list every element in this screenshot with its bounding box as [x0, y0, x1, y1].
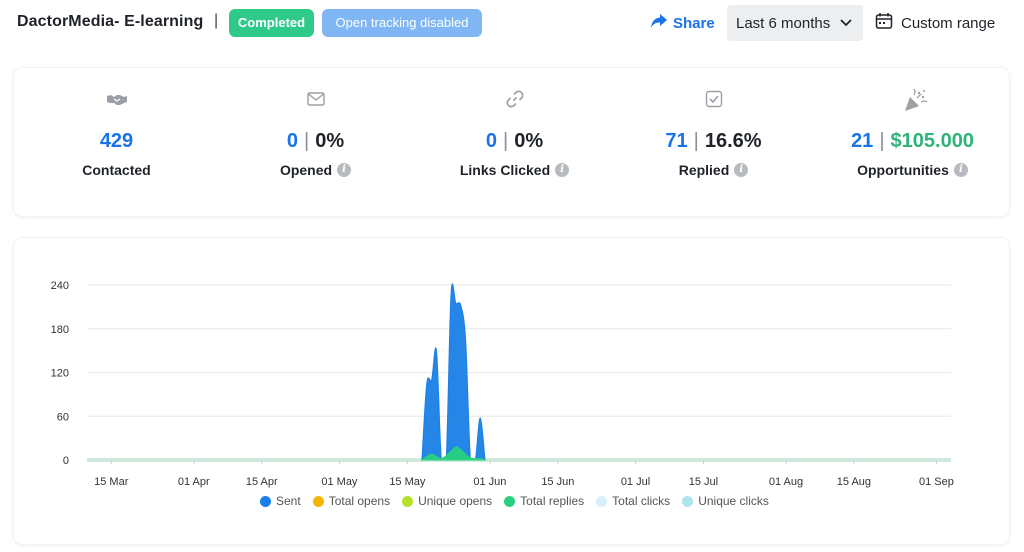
x-tick-label: 01 May: [321, 476, 358, 488]
x-tick-label: 15 Mar: [94, 476, 129, 488]
stat-value: 429: [99, 130, 134, 152]
chart-card: [14, 238, 1009, 544]
status-badge: Completed: [229, 9, 314, 37]
stat-label: Links Clicked i: [415, 162, 614, 178]
y-tick-label: 60: [57, 411, 69, 423]
share-icon: [650, 13, 668, 33]
stat-label: Replied i: [614, 162, 813, 178]
calendar-icon: [875, 12, 893, 34]
legend-dot: [260, 495, 271, 507]
info-icon[interactable]: i: [337, 163, 352, 177]
legend-item-total-replies[interactable]: Total replies: [504, 494, 584, 508]
info-icon[interactable]: i: [555, 163, 570, 177]
date-range-select[interactable]: Last 6 months: [727, 5, 863, 41]
series-total-replies-area: [420, 446, 486, 461]
x-tick-label: 15 Apr: [246, 476, 278, 488]
x-tick-label: 01 Jul: [621, 476, 650, 488]
legend-label: Sent: [276, 494, 301, 508]
campaign-header: DactorMedia- E-learning | Completed Open…: [0, 0, 1024, 48]
x-tick-label: 01 Jun: [473, 476, 506, 488]
legend-label: Unique clicks: [698, 494, 769, 508]
legend-item-total-clicks[interactable]: Total clicks: [596, 494, 670, 508]
chevron-down-icon: [839, 15, 853, 33]
legend-item-sent[interactable]: Sent: [260, 494, 301, 508]
x-tick-label: 15 Jul: [689, 476, 718, 488]
x-tick-label: 01 Aug: [769, 476, 803, 488]
stat-label: Contacted: [82, 162, 151, 178]
chart-legend: Sent Total opens Unique opens Total replies…: [260, 494, 769, 508]
legend-item-total-opens[interactable]: Total opens: [312, 494, 391, 508]
stat-value: 71 | 16.6%: [665, 130, 762, 152]
info-icon[interactable]: i: [734, 163, 749, 177]
handshake-icon: [106, 88, 128, 110]
custom-range-button[interactable]: Custom range: [875, 12, 995, 34]
legend-dot: [312, 495, 324, 507]
legend-dot: [504, 495, 516, 507]
link-icon: [504, 88, 526, 110]
stat-opportunities: 21 | $105.000 Opportunities i: [813, 68, 1012, 216]
stat-value: 0 | 0%: [286, 130, 345, 152]
series-sent-area: [421, 283, 486, 461]
checkbox-icon: [703, 88, 725, 110]
legend-dot: [596, 495, 608, 507]
y-tick-label: 0: [63, 455, 69, 467]
stat-value: 21 | $105.000: [851, 130, 974, 152]
legend-item-unique-clicks[interactable]: Unique clicks: [682, 494, 769, 508]
stat-opened: 0 | 0% Opened i: [216, 68, 415, 216]
legend-item-unique-opens[interactable]: Unique opens: [402, 494, 492, 508]
date-range-value: Last 6 months: [736, 14, 831, 32]
stat-label: Opened i: [216, 162, 415, 178]
share-label: Share: [673, 14, 715, 32]
tracking-badge: Open tracking disabled: [322, 9, 482, 37]
y-tick-label: 120: [51, 368, 69, 380]
stat-links-clicked: 0 | 0% Links Clicked i: [415, 68, 614, 216]
campaign-title: DactorMedia- E-learning: [17, 13, 204, 30]
x-tick-label: 15 May: [389, 476, 426, 488]
x-tick-label: 15 Jun: [541, 476, 574, 488]
legend-label: Total clicks: [612, 494, 671, 508]
y-tick-label: 240: [51, 280, 69, 292]
legend-label: Total opens: [328, 494, 391, 508]
x-tick-label: 01 Apr: [178, 476, 210, 488]
stat-label: Opportunities i: [813, 162, 1012, 178]
y-tick-label: 180: [51, 324, 69, 336]
custom-range-label: Custom range: [901, 14, 996, 32]
party-popper-icon: [902, 88, 927, 111]
stat-value: 0 | 0%: [485, 130, 544, 152]
legend-label: Total replies: [520, 494, 585, 508]
stats-card: 429 Contacted 0 | 0% Opened i 0 | 0% Links Cl…: [14, 68, 1009, 216]
legend-label: Unique opens: [418, 494, 493, 508]
info-icon[interactable]: i: [953, 163, 968, 177]
zero-baseline: [87, 458, 951, 462]
legend-dot: [682, 495, 694, 507]
legend-dot: [402, 495, 414, 507]
envelope-icon: [305, 88, 327, 110]
stat-contacted: 429 Contacted: [17, 68, 216, 216]
x-tick-label: 01 Sep: [919, 476, 954, 488]
x-tick-label: 15 Aug: [837, 476, 871, 488]
stat-replied: 71 | 16.6% Replied i: [614, 68, 813, 216]
title-separator: |: [214, 12, 219, 29]
share-button[interactable]: Share: [650, 12, 715, 34]
